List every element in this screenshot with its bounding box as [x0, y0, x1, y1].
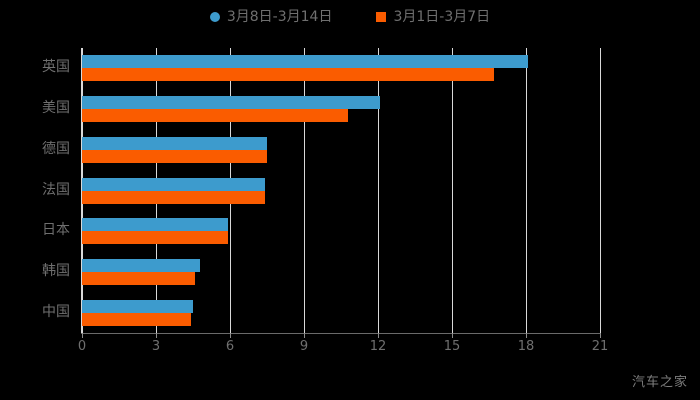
x-axis-tick: [156, 333, 157, 338]
category-label: 英国: [42, 59, 70, 76]
legend-label-series-2: 3月1日-3月7日: [393, 9, 491, 25]
x-axis-tick: [82, 333, 83, 338]
chart-row: 英国: [42, 55, 600, 82]
bar-series-2[interactable]: [82, 231, 228, 245]
plot-area: 0 3 6 9 12 15 18 21 英国美国德国法国日本韩国中国: [42, 48, 608, 354]
bar-series-2[interactable]: [82, 271, 196, 285]
bar-series-2[interactable]: [82, 190, 265, 204]
category-label: 韩国: [42, 262, 70, 279]
x-axis-tick: [230, 333, 231, 338]
x-axis-tick-label: 9: [299, 339, 309, 354]
x-axis-tick-label: 12: [369, 339, 387, 354]
chart-row: 中国: [42, 299, 600, 326]
chart-row: 德国: [42, 136, 600, 163]
gridline: [378, 48, 379, 333]
legend-item-series-1[interactable]: 3月8日-3月14日: [209, 9, 333, 25]
x-axis-line: [81, 333, 600, 334]
chart-row: 韩国: [42, 258, 600, 285]
x-axis-tick-label: 18: [517, 339, 535, 354]
bar-series-1[interactable]: [82, 218, 228, 232]
gridline: [600, 48, 601, 333]
legend-item-series-2[interactable]: 3月1日-3月7日: [376, 10, 490, 24]
gridline: [526, 48, 527, 333]
bar-series-1[interactable]: [82, 55, 529, 69]
x-axis-tick-label: 15: [443, 339, 461, 354]
bar-series-2[interactable]: [82, 312, 191, 326]
bar-series-1[interactable]: [82, 299, 193, 313]
bar-series-2[interactable]: [82, 109, 349, 123]
bar-series-1[interactable]: [82, 258, 201, 272]
bar-series-2[interactable]: [82, 149, 267, 163]
x-axis-tick: [452, 333, 453, 338]
x-axis-tick-label: 0: [77, 339, 87, 354]
gridline: [304, 48, 305, 333]
x-axis-tick: [526, 333, 527, 338]
x-axis-tick-label: 21: [591, 339, 609, 354]
x-axis-tick-label: 6: [225, 339, 235, 354]
bar-series-1[interactable]: [82, 136, 267, 150]
x-axis-tick: [378, 333, 379, 338]
gridline: [452, 48, 453, 333]
bar-series-2[interactable]: [82, 68, 494, 82]
category-label: 法国: [42, 181, 70, 198]
x-axis-tick: [304, 333, 305, 338]
chart-row: 日本: [42, 218, 600, 245]
category-label: 美国: [42, 100, 70, 117]
category-label: 日本: [42, 222, 70, 239]
category-label: 德国: [42, 140, 70, 157]
x-axis-tick-label: 3: [151, 339, 161, 354]
bar-series-1[interactable]: [82, 177, 265, 191]
watermark: 汽车之家: [631, 375, 688, 390]
chart-row: 法国: [42, 177, 600, 204]
category-label: 中国: [42, 303, 70, 320]
chart-legend: 3月8日-3月14日 3月1日-3月7日: [0, 6, 700, 28]
chart-row: 美国: [42, 96, 600, 123]
bar-series-1[interactable]: [82, 96, 381, 110]
legend-label-series-1: 3月8日-3月14日: [226, 9, 333, 25]
x-axis-tick: [600, 333, 601, 338]
legend-marker-square-icon: [376, 12, 387, 22]
legend-marker-circle-icon: [209, 12, 220, 22]
